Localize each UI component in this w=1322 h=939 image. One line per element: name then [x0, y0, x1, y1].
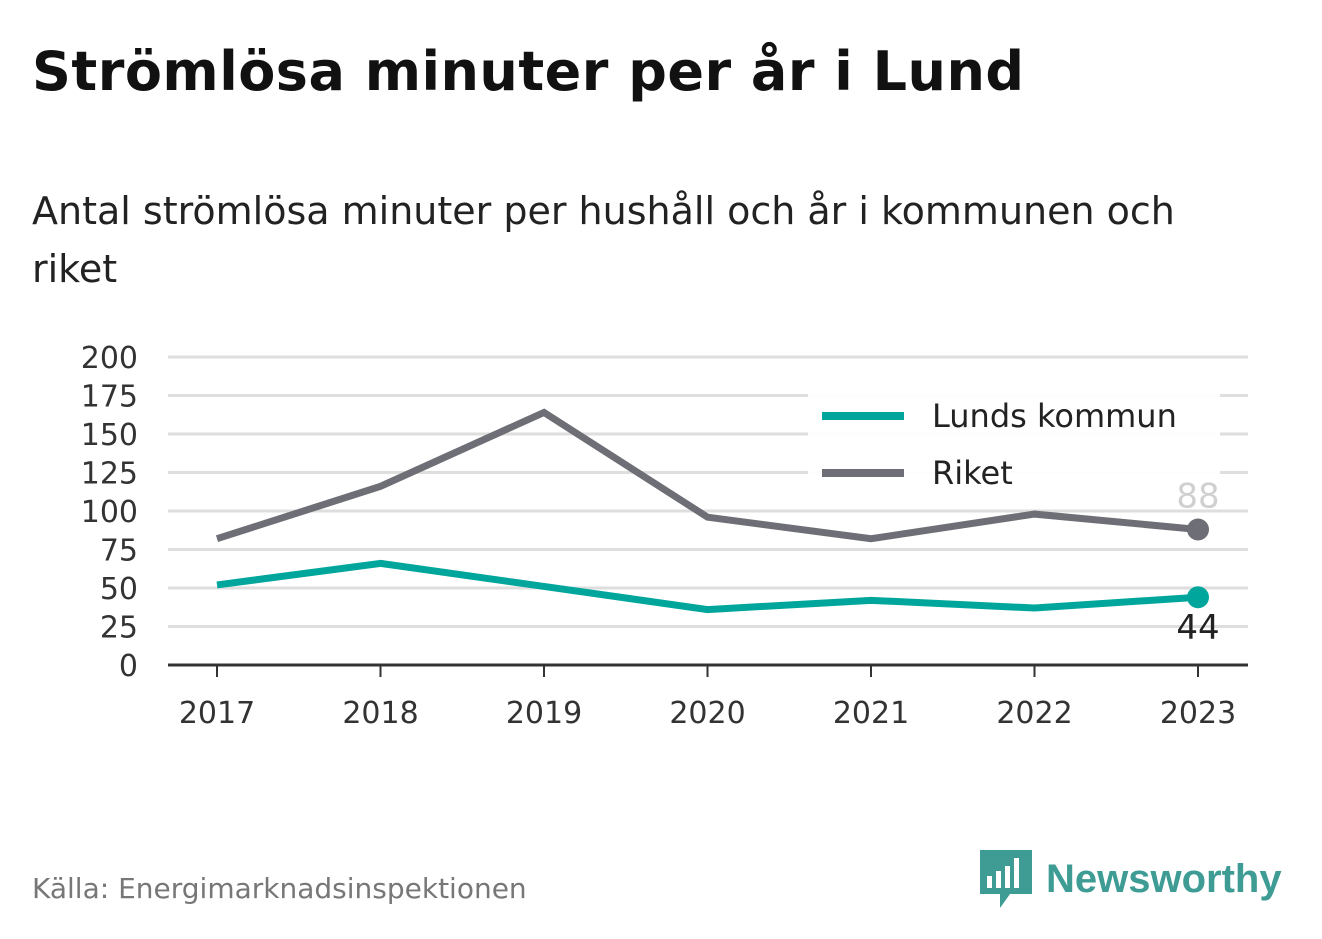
y-tick-label: 50 — [100, 572, 138, 607]
x-tick-label: 2020 — [669, 696, 745, 731]
chart-title: Strömlösa minuter per år i Lund — [32, 40, 1025, 103]
brand-logo: Newsworthy — [980, 850, 1282, 908]
gridlines — [168, 355, 1248, 628]
y-tick-label: 0 — [119, 649, 138, 684]
end-value-label: 88 — [1176, 476, 1219, 516]
x-tick-label: 2018 — [342, 696, 418, 731]
x-tick-label: 2023 — [1160, 696, 1236, 731]
x-tick-label: 2017 — [179, 696, 255, 731]
y-tick-label: 175 — [81, 380, 138, 415]
y-tick-label: 25 — [100, 611, 138, 646]
y-tick-label: 100 — [81, 495, 138, 530]
legend-label: Riket — [932, 454, 1013, 492]
end-value-label: 44 — [1176, 608, 1219, 648]
series-lines — [215, 408, 1209, 614]
x-axis: 2017 2018 2019 2020 2021 2022 2023 — [168, 663, 1248, 731]
x-tick-label: 2021 — [833, 696, 909, 731]
legend: Lunds kommun Riket — [808, 385, 1220, 503]
x-tick-label: 2022 — [996, 696, 1072, 731]
end-point-marker — [1187, 518, 1209, 541]
legend-background — [808, 385, 1220, 503]
series-line — [216, 559, 1199, 614]
brand-name: Newsworthy — [1046, 856, 1282, 901]
y-tick-label: 75 — [100, 534, 138, 569]
chart-subtitle: Antal strömlösa minuter per hushåll och … — [32, 189, 1175, 291]
x-tick-label: 2019 — [506, 696, 582, 731]
y-tick-label: 200 — [81, 341, 138, 376]
end-labels: 44 88 — [1176, 476, 1219, 648]
y-tick-label: 125 — [81, 457, 138, 492]
y-tick-label: 150 — [81, 418, 138, 453]
source-note: Källa: Energimarknadsinspektionen — [32, 872, 527, 905]
series-line — [215, 408, 1199, 543]
end-point-marker — [1187, 586, 1209, 609]
bar-chart-speech-bubble-icon — [980, 850, 1032, 908]
legend-label: Lunds kommun — [932, 397, 1177, 435]
